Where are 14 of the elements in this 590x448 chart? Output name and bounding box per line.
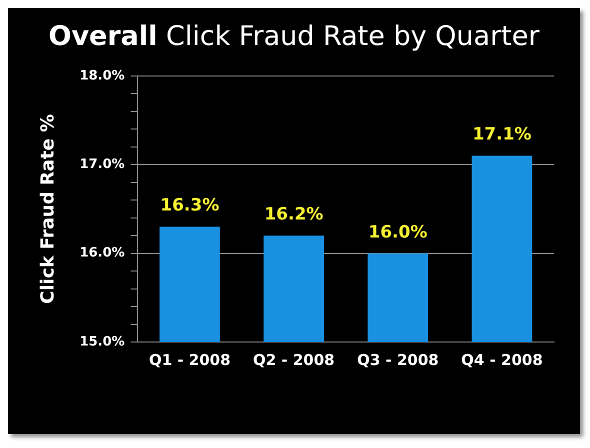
x-tick-label: Q2 - 2008: [253, 350, 335, 369]
chart-title: Overall Click Fraud Rate by Quarter: [48, 21, 540, 52]
y-tick-label: 18.0%: [80, 68, 125, 84]
y-axis-title: Click Fraud Rate %: [37, 114, 58, 304]
data-label: 16.0%: [368, 222, 428, 242]
y-tick-label: 15.0%: [80, 334, 125, 350]
x-tick-label: Q3 - 2008: [357, 350, 439, 369]
y-tick-label: 16.0%: [80, 246, 125, 261]
x-tick-label: Q1 - 2008: [148, 350, 231, 369]
y-tick-label: 17.0%: [80, 157, 125, 172]
data-label: 17.1%: [472, 124, 532, 145]
x-tick-label: Q4 - 2008: [461, 350, 543, 369]
data-label: 16.2%: [264, 204, 324, 225]
data-label: 16.3%: [160, 196, 220, 216]
